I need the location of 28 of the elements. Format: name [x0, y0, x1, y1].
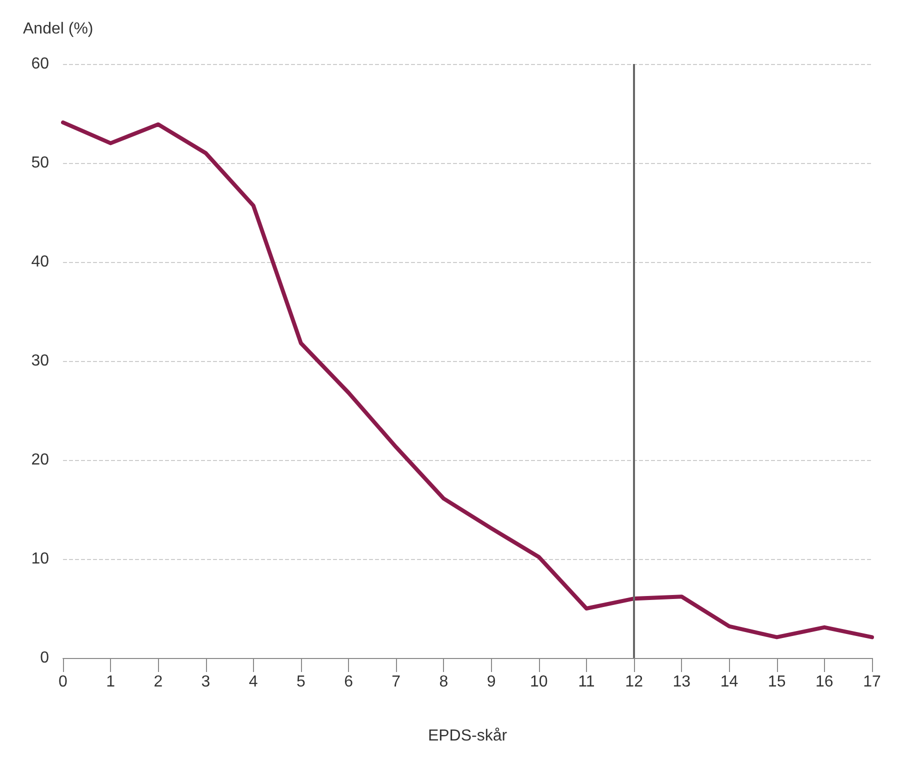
- x-tick-label: 17: [863, 674, 881, 690]
- line-series: [61, 120, 874, 640]
- y-tick-label: 0: [40, 650, 50, 666]
- x-tick-label: 7: [392, 674, 401, 690]
- x-tick-label: 3: [201, 674, 210, 690]
- y-tick-label: 10: [31, 550, 50, 568]
- x-tick-label: 2: [154, 674, 163, 690]
- y-tick-label: 50: [31, 154, 50, 172]
- x-tick-label: 5: [296, 674, 306, 690]
- x-tick-label: 0: [58, 674, 68, 690]
- x-tick-label: 6: [344, 674, 354, 690]
- x-tick-label: 9: [486, 674, 496, 690]
- x-tick-label: 13: [672, 674, 691, 690]
- y-tick-label: 30: [31, 352, 50, 370]
- x-tick-label: 10: [530, 674, 548, 690]
- x-axis-title: EPDS-skår: [428, 728, 508, 744]
- x-tick-label: 12: [625, 674, 644, 690]
- x-tick-label: 16: [816, 674, 834, 690]
- y-tick-label: 40: [31, 254, 50, 270]
- y-tick-label: 20: [31, 452, 50, 468]
- y-axis-title: Andel (%): [23, 20, 94, 38]
- x-tick-label: 1: [106, 674, 116, 690]
- x-tick-label: 8: [439, 674, 448, 690]
- x-tick-label: 14: [720, 674, 738, 690]
- x-tick-label: 11: [578, 674, 595, 690]
- x-tick-label: 4: [248, 674, 258, 690]
- y-tick-label: 60: [31, 56, 50, 72]
- x-tick-label: 15: [768, 674, 786, 690]
